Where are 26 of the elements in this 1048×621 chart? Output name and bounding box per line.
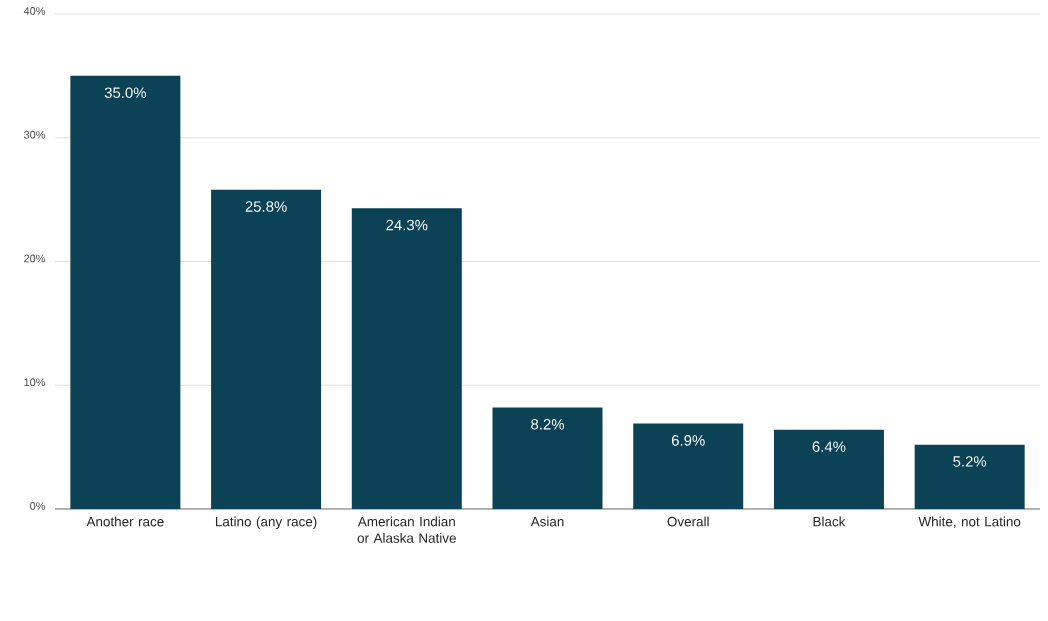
data-label: 24.3% [386,219,428,231]
data-label: 6.4% [812,441,846,452]
y-tick-label: 20% [24,254,46,263]
bar [492,407,603,509]
data-label: 25.8% [245,201,287,212]
x-tick-label: Asian [530,516,564,527]
x-tick-label: American Indian or Alaska Native [357,516,456,543]
bar [351,208,462,509]
data-label: 5.2% [953,456,987,467]
bar [70,75,181,509]
y-tick-label: 10% [24,378,46,387]
x-tick-label: White, not Latino [918,516,1021,528]
y-tick-label: 40% [23,7,46,15]
data-label: 6.9% [671,435,705,446]
x-tick-label: Black [813,516,846,527]
x-tick-label: Another race [86,516,164,527]
bar [211,189,322,509]
y-tick-label: 0% [30,502,46,510]
data-label: 35.0% [104,87,147,98]
y-tick-label: 30% [23,130,46,139]
bar [773,429,884,509]
x-tick-label: Latino (any race) [215,516,317,530]
bar [914,444,1025,509]
x-tick-label: Overall [667,516,709,527]
bar [633,423,744,509]
data-label: 8.2% [531,419,564,430]
